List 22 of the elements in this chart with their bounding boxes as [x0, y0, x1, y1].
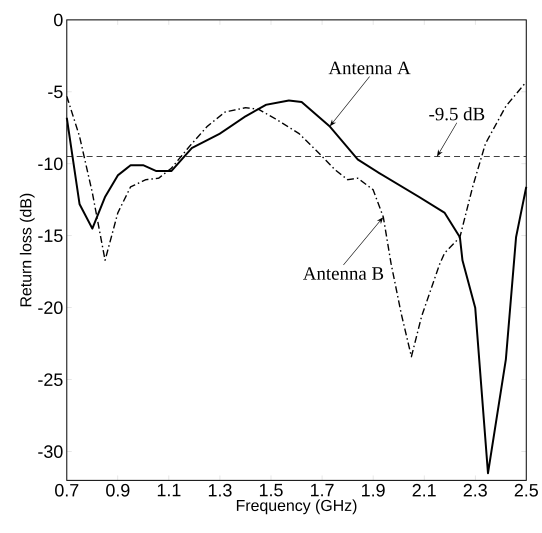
annotation: Antenna A: [328, 62, 411, 74]
y-tick-label: 0: [54, 13, 63, 26]
y-tick-label: -5: [48, 86, 63, 98]
y-tick-label: -15: [38, 229, 63, 242]
x-tick-label: 1.9: [362, 484, 385, 496]
x-tick-label: 2.3: [464, 484, 487, 496]
annotation: Antenna B: [303, 267, 384, 280]
ref-line-label: -9.5 dB: [429, 107, 484, 120]
y-tick-label: -10: [38, 157, 63, 170]
y-tick-label: -25: [38, 373, 63, 386]
x-axis-title: Frequency (GHz): [236, 499, 356, 514]
x-tick-label: 1.1: [158, 484, 180, 496]
x-tick-label: 1.5: [260, 484, 283, 496]
x-tick-label: 1.3: [208, 484, 232, 496]
x-tick-label: 0.7: [55, 484, 78, 496]
x-tick-label: 2.5: [514, 484, 538, 496]
y-tick-label: -20: [38, 301, 63, 314]
y-tick-label: -30: [38, 445, 63, 458]
x-tick-label: 0.9: [106, 484, 130, 496]
x-tick-label: 2.1: [412, 484, 436, 496]
y-axis-title: Return loss (dB): [20, 194, 35, 306]
x-tick-label: 1.7: [310, 484, 334, 496]
